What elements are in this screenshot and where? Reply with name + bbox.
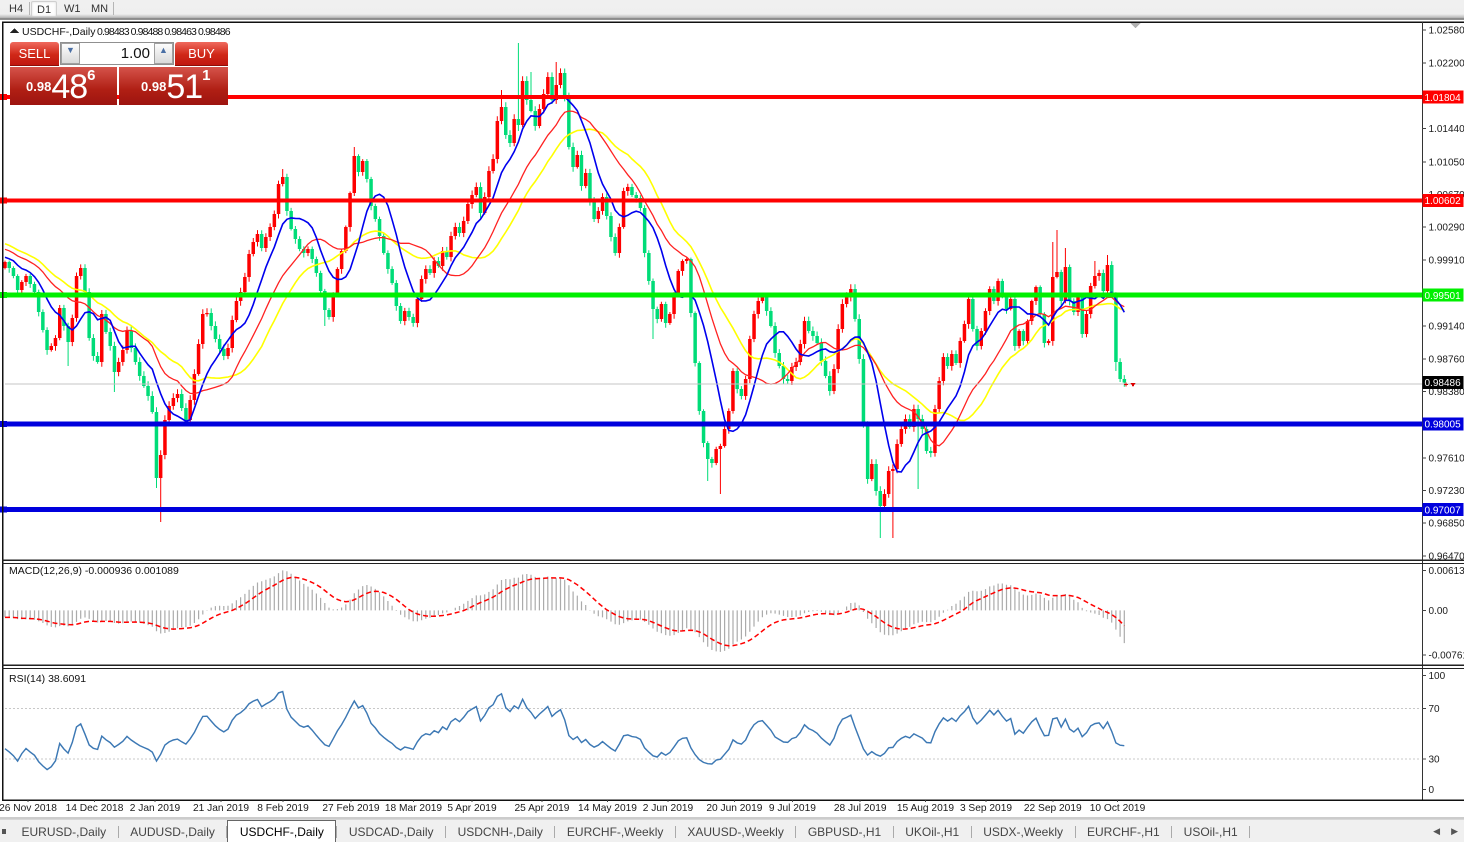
svg-text:0.98486: 0.98486	[1425, 378, 1462, 389]
svg-text:USDCHF-,Daily: USDCHF-,Daily	[22, 26, 96, 38]
svg-text:21 Jan 2019: 21 Jan 2019	[193, 803, 249, 814]
svg-text:8 Feb 2019: 8 Feb 2019	[257, 803, 309, 814]
svg-text:0: 0	[1429, 785, 1435, 796]
svg-text:70: 70	[1429, 704, 1441, 715]
svg-text:100: 100	[1429, 671, 1446, 682]
svg-text:0.97230: 0.97230	[1429, 486, 1464, 497]
svg-text:0.96850: 0.96850	[1429, 519, 1464, 530]
svg-text:14 May 2019: 14 May 2019	[578, 803, 637, 814]
svg-text:15 Aug 2019: 15 Aug 2019	[897, 803, 955, 814]
svg-text:2 Jan 2019: 2 Jan 2019	[130, 803, 181, 814]
svg-text:28 Jul 2019: 28 Jul 2019	[834, 803, 887, 814]
svg-text:30: 30	[1429, 755, 1441, 766]
svg-text:0.98483 0.98488 0.98463 0.9848: 0.98483 0.98488 0.98463 0.98486	[97, 26, 231, 38]
svg-text:1.01804: 1.01804	[1425, 93, 1462, 104]
svg-text:20 Jun 2019: 20 Jun 2019	[706, 803, 762, 814]
svg-text:9 Jul 2019: 9 Jul 2019	[769, 803, 816, 814]
svg-text:18 Mar 2019: 18 Mar 2019	[385, 803, 443, 814]
svg-text:2 Jun 2019: 2 Jun 2019	[643, 803, 694, 814]
svg-text:1.02580: 1.02580	[1429, 26, 1464, 37]
svg-text:MACD(12,26,9) -0.000936 0.0010: MACD(12,26,9) -0.000936 0.001089	[9, 565, 179, 577]
svg-text:1.02200: 1.02200	[1429, 58, 1464, 69]
svg-text:22 Sep 2019: 22 Sep 2019	[1024, 803, 1082, 814]
svg-text:0.99910: 0.99910	[1429, 255, 1464, 266]
svg-text:14 Dec 2018: 14 Dec 2018	[66, 803, 124, 814]
svg-text:3 Sep 2019: 3 Sep 2019	[960, 803, 1012, 814]
svg-text:1.01050: 1.01050	[1429, 157, 1464, 168]
svg-text:0.97007: 0.97007	[1425, 506, 1462, 517]
svg-text:0.98005: 0.98005	[1425, 420, 1462, 431]
svg-text:-0.007612: -0.007612	[1429, 651, 1464, 662]
svg-text:25 Apr 2019: 25 Apr 2019	[515, 803, 570, 814]
svg-text:0.97610: 0.97610	[1429, 453, 1464, 464]
svg-text:0.99501: 0.99501	[1425, 291, 1462, 302]
svg-text:1.00290: 1.00290	[1429, 223, 1464, 234]
svg-text:0.98760: 0.98760	[1429, 354, 1464, 365]
svg-text:0.00: 0.00	[1429, 606, 1449, 617]
svg-text:27 Feb 2019: 27 Feb 2019	[322, 803, 380, 814]
svg-text:0.96470: 0.96470	[1429, 551, 1464, 562]
svg-text:RSI(14) 38.6091: RSI(14) 38.6091	[9, 673, 86, 685]
svg-text:0.98380: 0.98380	[1429, 387, 1464, 398]
svg-text:26 Nov 2018: 26 Nov 2018	[0, 803, 57, 814]
svg-text:10 Oct 2019: 10 Oct 2019	[1090, 803, 1146, 814]
svg-text:1.01440: 1.01440	[1429, 124, 1464, 135]
svg-text:1.00602: 1.00602	[1425, 196, 1462, 207]
svg-text:0.00613: 0.00613	[1429, 566, 1464, 577]
svg-text:0.99140: 0.99140	[1429, 322, 1464, 333]
svg-text:5 Apr 2019: 5 Apr 2019	[447, 803, 497, 814]
